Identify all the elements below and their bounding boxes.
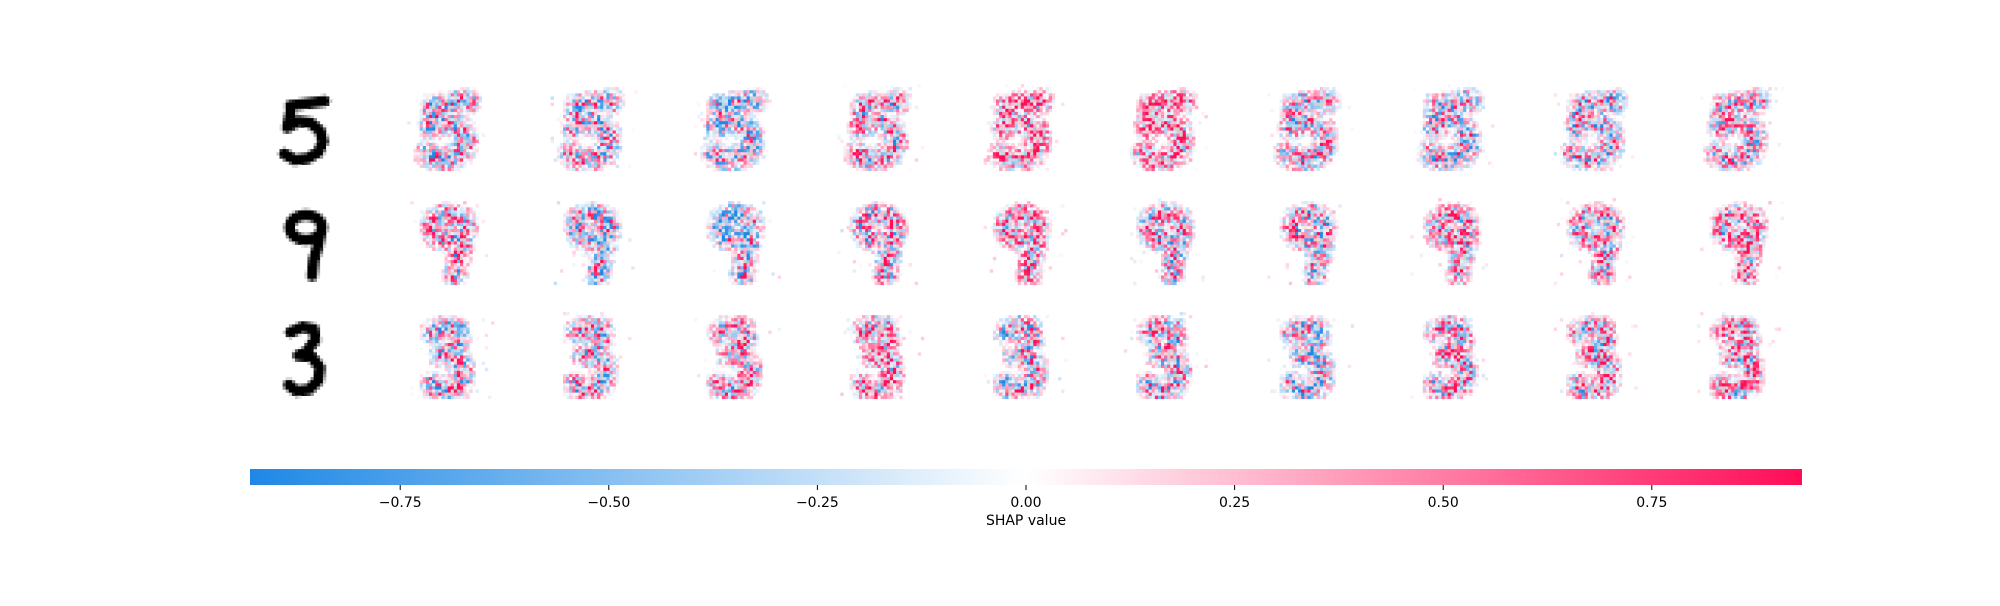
shap-heatmap-cell <box>1697 201 1785 286</box>
input-digit-image <box>276 93 333 168</box>
shap-heatmap-cell <box>1553 87 1641 172</box>
shap-heatmap-cell <box>837 201 922 286</box>
colorbar-tick-label: −0.50 <box>587 495 630 511</box>
image-grid <box>276 84 1785 400</box>
shap-heatmap-cell <box>1700 87 1785 172</box>
shap-heatmap-cell <box>983 315 1068 400</box>
shap-heatmap-cell <box>693 312 781 400</box>
colorbar-tick-label: 0.50 <box>1428 495 1459 511</box>
colorbar-tick-label: −0.25 <box>796 495 839 511</box>
shap-heatmap-cell <box>553 201 635 286</box>
shap-heatmap-cell <box>550 87 638 172</box>
colorbar-tick-label: 0.00 <box>1010 495 1041 511</box>
colorbar-tick-label: 0.75 <box>1636 495 1667 511</box>
shap-heatmap-cell <box>983 198 1068 286</box>
shap-heatmap-cell <box>840 315 925 400</box>
shap-heatmap-cell <box>1130 84 1211 172</box>
shap-heatmap-cell <box>693 87 772 172</box>
input-digit-image <box>282 321 327 400</box>
shap-heatmap-cell <box>1267 201 1342 286</box>
colorbar: −0.75 −0.50 −0.25 0.00 0.25 0.50 0.75 SHAP val… <box>250 469 1802 529</box>
shap-heatmap-cell <box>706 201 781 286</box>
shap-heatmap-cell <box>1123 198 1205 286</box>
shap-heatmap-cell <box>1553 312 1638 400</box>
shap-heatmap-cell <box>1697 312 1781 400</box>
colorbar-gradient <box>250 469 1802 485</box>
shap-heatmap-cell <box>1553 198 1635 286</box>
shap-heatmap-cell <box>563 312 632 400</box>
colorbar-label: SHAP value <box>986 513 1066 529</box>
shap-heatmap-cell <box>407 87 486 172</box>
shap-heatmap-cell <box>1410 315 1492 400</box>
shap-heatmap-cell <box>1413 84 1495 172</box>
shap-heatmap-cell <box>410 201 489 286</box>
shap-heatmap-cell <box>983 84 1065 172</box>
shap-heatmap-cell <box>1267 312 1355 400</box>
shap-heatmap-cell <box>1123 312 1208 400</box>
shap-heatmap-cell <box>837 84 925 172</box>
shap-heatmap-cell <box>1410 198 1489 286</box>
shap-heatmap-cell <box>410 315 495 400</box>
input-digit-image <box>282 207 330 282</box>
shap-heatmap-cell <box>1267 87 1355 172</box>
colorbar-tick-label: 0.25 <box>1219 495 1250 511</box>
colorbar-tick-label: −0.75 <box>379 495 422 511</box>
